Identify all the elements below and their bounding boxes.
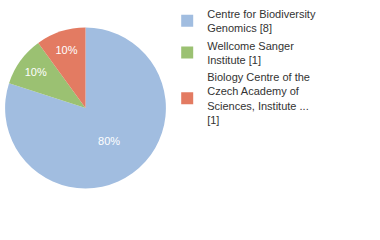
svg-text:10%: 10% — [25, 66, 47, 78]
svg-text:80%: 80% — [98, 135, 120, 147]
svg-text:Wellcome SangerInstitute [1]: Wellcome SangerInstitute [1] — [207, 40, 294, 66]
svg-text:10%: 10% — [55, 44, 77, 56]
svg-text:Biology Centre of theCzech Aca: Biology Centre of theCzech Academy ofSci… — [207, 71, 310, 126]
svg-text:Centre for BiodiversityGenomic: Centre for BiodiversityGenomics [8] — [207, 8, 316, 34]
